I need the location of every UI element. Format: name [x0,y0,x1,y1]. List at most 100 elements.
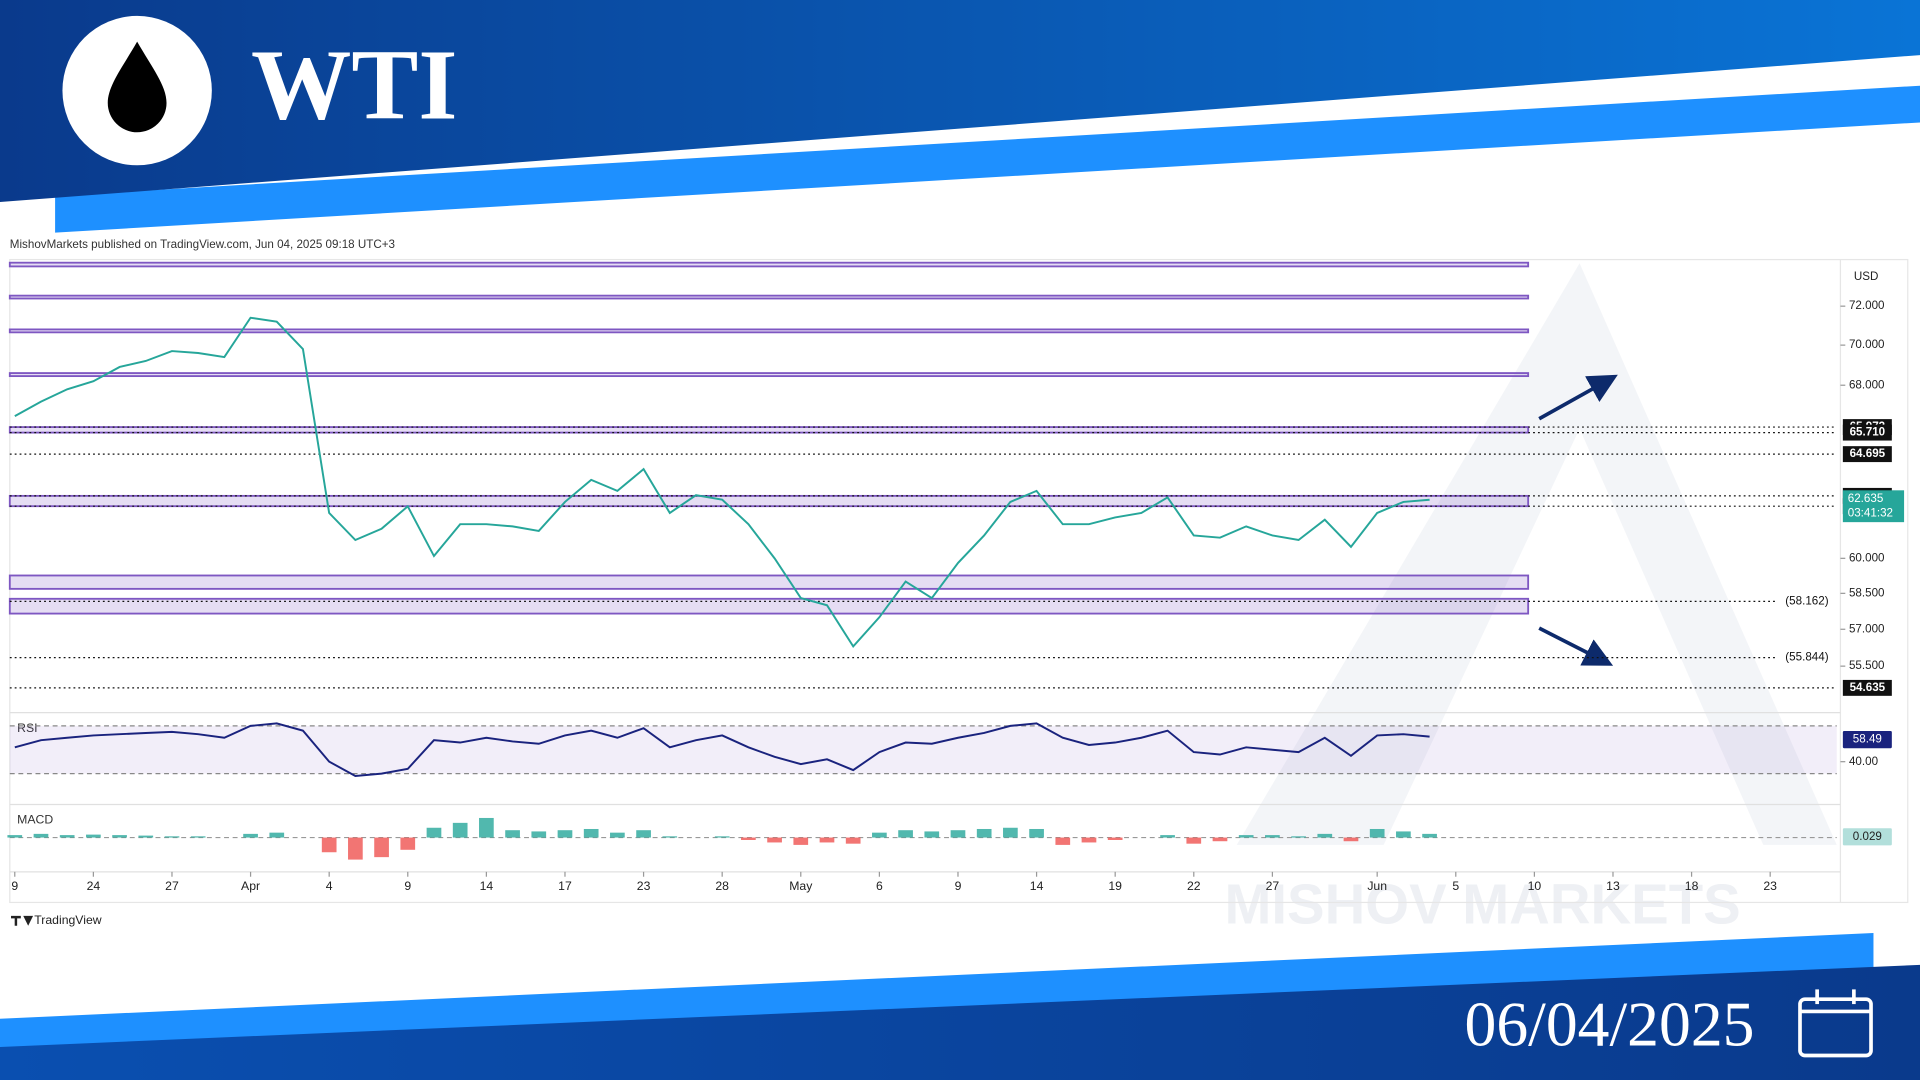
x-tick-label: 17 [558,879,572,893]
attribution: MishovMarkets published on TradingView.c… [10,238,395,251]
macd-bar [1291,836,1306,838]
banner-stripe [55,85,1920,233]
macd-bar [793,837,809,845]
macd-bar [872,832,887,838]
macd-bar [1029,828,1044,838]
zone [8,597,1530,615]
calendar-icon [1798,989,1873,1058]
zone [8,294,1530,300]
x-tick-label: 13 [1606,879,1620,893]
level-box [1842,446,1892,463]
macd-bar [767,837,782,843]
currency: USD [1854,270,1879,283]
x-tick-label: 10 [1528,879,1542,893]
macd-bar [1003,827,1018,838]
macd-bar [636,830,651,838]
macd-bar [400,837,416,850]
macd-bar [33,833,49,838]
macd-bar [1107,837,1123,840]
macd-bar [426,827,442,838]
macd-bar [243,833,258,838]
x-tick-label: 14 [1030,879,1044,893]
macd-last-box [1842,828,1892,846]
macd-bar [1317,833,1333,838]
x-tick-label: 6 [876,879,883,893]
watermark-shape [1236,263,1837,845]
level-label: 64.695 [1850,447,1886,460]
macd-bar [479,817,494,838]
rsi-last: 58.49 [1853,733,1882,746]
macd-bar [1160,835,1175,838]
banner-bottom [0,964,1920,1080]
macd-bar [112,835,127,838]
macd-bar [348,837,363,860]
x-tick-label: 5 [1452,879,1459,893]
macd-bar [1265,835,1280,838]
macd-bar [7,835,23,838]
macd-bar [924,831,940,838]
data-line [14,722,1430,777]
arrow-up [1538,374,1618,421]
brand-logo [11,915,34,926]
macd-bar [583,828,599,838]
level-label: 54.635 [1850,681,1886,694]
pane-title: MACD [17,813,53,827]
x-tick-label: Jun [1367,879,1387,893]
watermark: MISHOV MARKETS [1224,872,1740,935]
y-tick-label: 60.000 [1849,551,1885,564]
macd-bar [59,835,75,838]
rsi-last-box [1842,731,1892,749]
macd-bar [1081,837,1097,843]
zone [8,574,1530,590]
macd-bar [138,835,154,838]
macd-bar [1343,837,1359,842]
zone [8,426,1530,434]
y-tick-label: 68.000 [1849,378,1885,391]
macd-bar [557,830,573,838]
macd-bar [714,836,730,838]
macd-last: 0.029 [1853,830,1882,843]
macd-bar [1238,835,1254,838]
data-line [14,316,1430,649]
zone [8,328,1530,334]
x-tick-label: 23 [637,879,651,893]
rsi-band [9,725,1837,774]
macd-bar [1396,831,1411,838]
x-tick-label: 27 [1266,879,1280,893]
level-box [1842,424,1892,441]
x-tick-label: Apr [241,879,260,893]
macd-bar [452,822,468,838]
macd-bar [1186,837,1202,844]
macd-bar [819,837,835,843]
macd-bar [190,836,206,838]
macd-bar [321,837,337,853]
level-label: 65.710 [1850,426,1886,439]
level-box [1842,679,1892,696]
macd-bar [662,836,678,838]
zone [8,494,1530,508]
macd-bar [1212,837,1228,842]
macd-bar [269,832,285,838]
x-tick-label: May [789,879,813,893]
x-tick-label: 22 [1187,879,1201,893]
x-tick-label: 4 [326,879,333,893]
y-tick-label: 58.500 [1849,586,1885,599]
x-tick-label: 9 [11,879,18,893]
level-label: (58.162) [1785,594,1828,607]
brand: TradingView [34,913,101,927]
macd-bar [950,830,966,838]
macd-bar [1369,828,1385,838]
date: 06/04/2025 [1464,989,1754,1060]
title: WTI [251,30,457,141]
macd-bar [1055,837,1071,845]
macd-bar [86,834,101,838]
x-tick-label: 18 [1685,879,1699,893]
macd-bar [898,830,913,838]
macd-bar [741,837,756,840]
macd-bar [1422,833,1437,838]
oil-drop-icon [107,41,167,133]
zone [8,372,1530,378]
macd-bar [845,837,861,844]
